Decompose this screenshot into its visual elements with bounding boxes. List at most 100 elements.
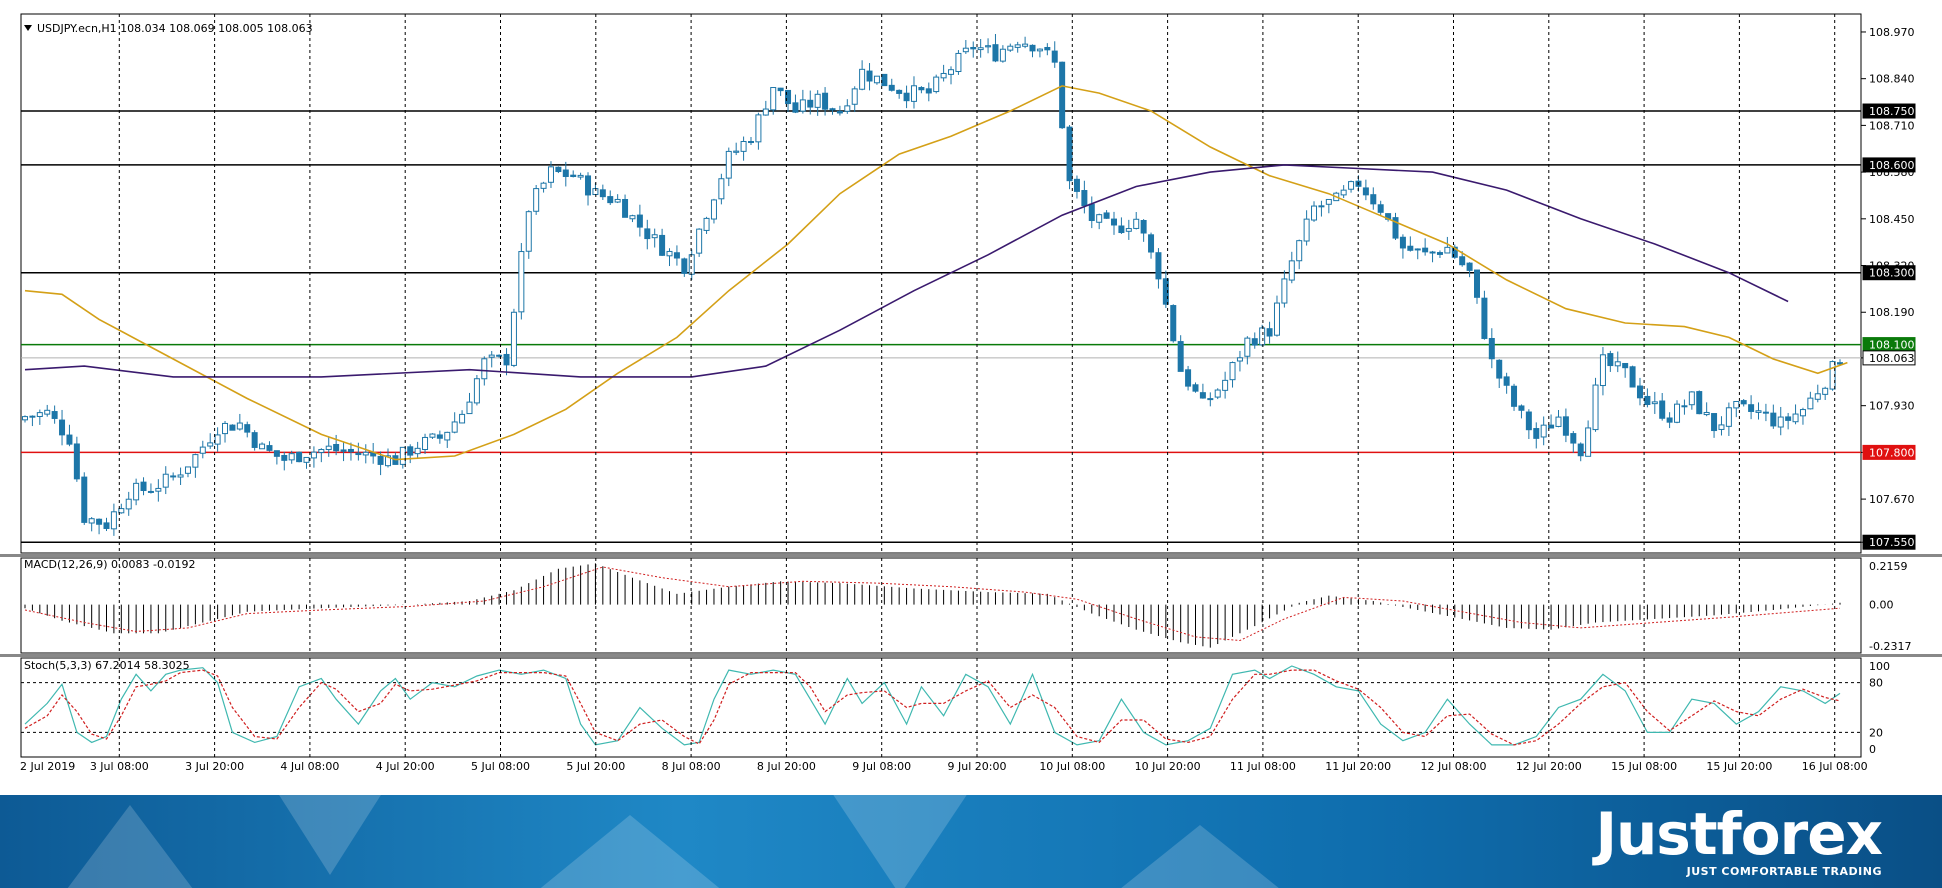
bear-candle	[992, 44, 999, 62]
bull-candle	[429, 433, 436, 438]
panel-frame	[20, 557, 1862, 654]
bull-candle	[1007, 45, 1014, 51]
bull-candle	[688, 254, 695, 275]
stochastic-axis-label: 0	[1869, 743, 1876, 756]
bear-candle	[1051, 50, 1058, 63]
time-axis-label: 3 Jul 20:00	[185, 760, 244, 773]
bull-candle	[1444, 246, 1451, 254]
bear-candle	[1370, 194, 1377, 205]
bear-candle	[1140, 220, 1147, 234]
bear-candle	[273, 450, 280, 457]
bull-candle	[696, 228, 703, 254]
bull-candle	[444, 431, 451, 441]
bull-candle	[770, 87, 777, 111]
bull-candle	[1229, 362, 1236, 381]
bear-candle	[296, 451, 303, 463]
bear-candle	[1177, 341, 1184, 372]
level-label: 108.063	[1869, 352, 1915, 365]
bull-candle	[1325, 198, 1332, 205]
bull-candle	[844, 105, 851, 112]
bear-candle	[829, 108, 836, 111]
bear-candle	[1696, 391, 1703, 415]
bear-candle	[436, 434, 443, 439]
bull-candle	[755, 114, 762, 143]
bull-candle	[710, 199, 717, 220]
bear-candle	[562, 169, 569, 177]
bear-candle	[1466, 262, 1473, 271]
chart-menu-triangle-icon[interactable]	[24, 25, 32, 31]
bull-candle	[948, 69, 955, 75]
bear-candle	[333, 443, 340, 452]
bear-candle	[1459, 256, 1466, 266]
stochastic-axis-label: 20	[1869, 726, 1883, 739]
time-axis-label: 15 Jul 20:00	[1706, 760, 1772, 773]
bear-candle	[1629, 366, 1636, 388]
bear-candle	[1533, 428, 1540, 439]
bull-candle	[1681, 405, 1688, 408]
bull-candle	[318, 449, 325, 453]
bull-candle	[1222, 379, 1229, 391]
bear-candle	[918, 87, 925, 91]
bear-candle	[1081, 190, 1088, 207]
stochastic-main-line	[24, 665, 1841, 746]
bull-candle	[799, 99, 806, 112]
bull-candle	[44, 409, 51, 415]
price-axis-label: 108.970	[1869, 26, 1915, 39]
bull-candle	[740, 140, 747, 152]
bear-candle	[503, 353, 510, 366]
panel-frame	[20, 13, 1862, 554]
bull-candle	[36, 412, 43, 417]
bull-candle	[110, 511, 117, 530]
bull-candle	[577, 174, 584, 178]
bear-candle	[622, 199, 629, 218]
macd-signal-line	[24, 566, 1841, 642]
bear-candle	[355, 452, 362, 456]
bear-candle	[1644, 395, 1651, 406]
bear-candle	[1562, 416, 1569, 436]
bear-candle	[59, 419, 66, 436]
bull-candle	[1133, 218, 1140, 229]
time-axis-label: 8 Jul 20:00	[757, 760, 816, 773]
bull-candle	[1807, 397, 1814, 410]
bear-candle	[607, 196, 614, 204]
bear-candle	[244, 424, 251, 433]
bear-candle	[1148, 234, 1155, 253]
time-axis-label: 4 Jul 20:00	[376, 760, 435, 773]
bear-candle	[1770, 412, 1777, 427]
bear-candle	[785, 89, 792, 105]
bull-candle	[1014, 44, 1021, 48]
bull-candle	[1036, 48, 1043, 52]
time-axis-label: 4 Jul 08:00	[280, 760, 339, 773]
bear-candle	[73, 443, 80, 480]
panel-frame	[20, 657, 1862, 758]
bear-candle	[1251, 338, 1258, 346]
time-axis-label: 16 Jul 08:00	[1802, 760, 1868, 773]
bear-candle	[1666, 417, 1673, 423]
bull-candle	[1273, 302, 1280, 336]
bull-candle	[1718, 424, 1725, 430]
bull-candle	[1733, 400, 1740, 409]
bear-candle	[407, 446, 414, 456]
bear-candle	[51, 411, 58, 419]
bull-candle	[1281, 278, 1288, 304]
bear-candle	[1577, 443, 1584, 457]
stochastic-panel: 100 80 20 0	[20, 657, 1890, 758]
bull-candle	[1214, 389, 1221, 398]
bull-candle	[133, 482, 140, 501]
bull-candle	[629, 215, 636, 220]
bear-candle	[1111, 218, 1117, 226]
stochastic-signal-line	[24, 669, 1841, 746]
stochastic-axis-label: 80	[1869, 677, 1883, 690]
bear-candle	[1155, 252, 1162, 280]
price-axis-label: 108.840	[1869, 73, 1915, 86]
bull-candle	[762, 108, 769, 116]
bear-candle	[1488, 337, 1495, 360]
bull-candle	[940, 72, 947, 79]
bull-candle	[1244, 337, 1251, 357]
bear-candle	[103, 522, 110, 529]
bull-candle	[1599, 354, 1606, 387]
bull-candle	[488, 354, 495, 358]
bear-candle	[229, 424, 236, 431]
bear-candle	[1496, 359, 1503, 379]
bear-candle	[1407, 245, 1414, 251]
